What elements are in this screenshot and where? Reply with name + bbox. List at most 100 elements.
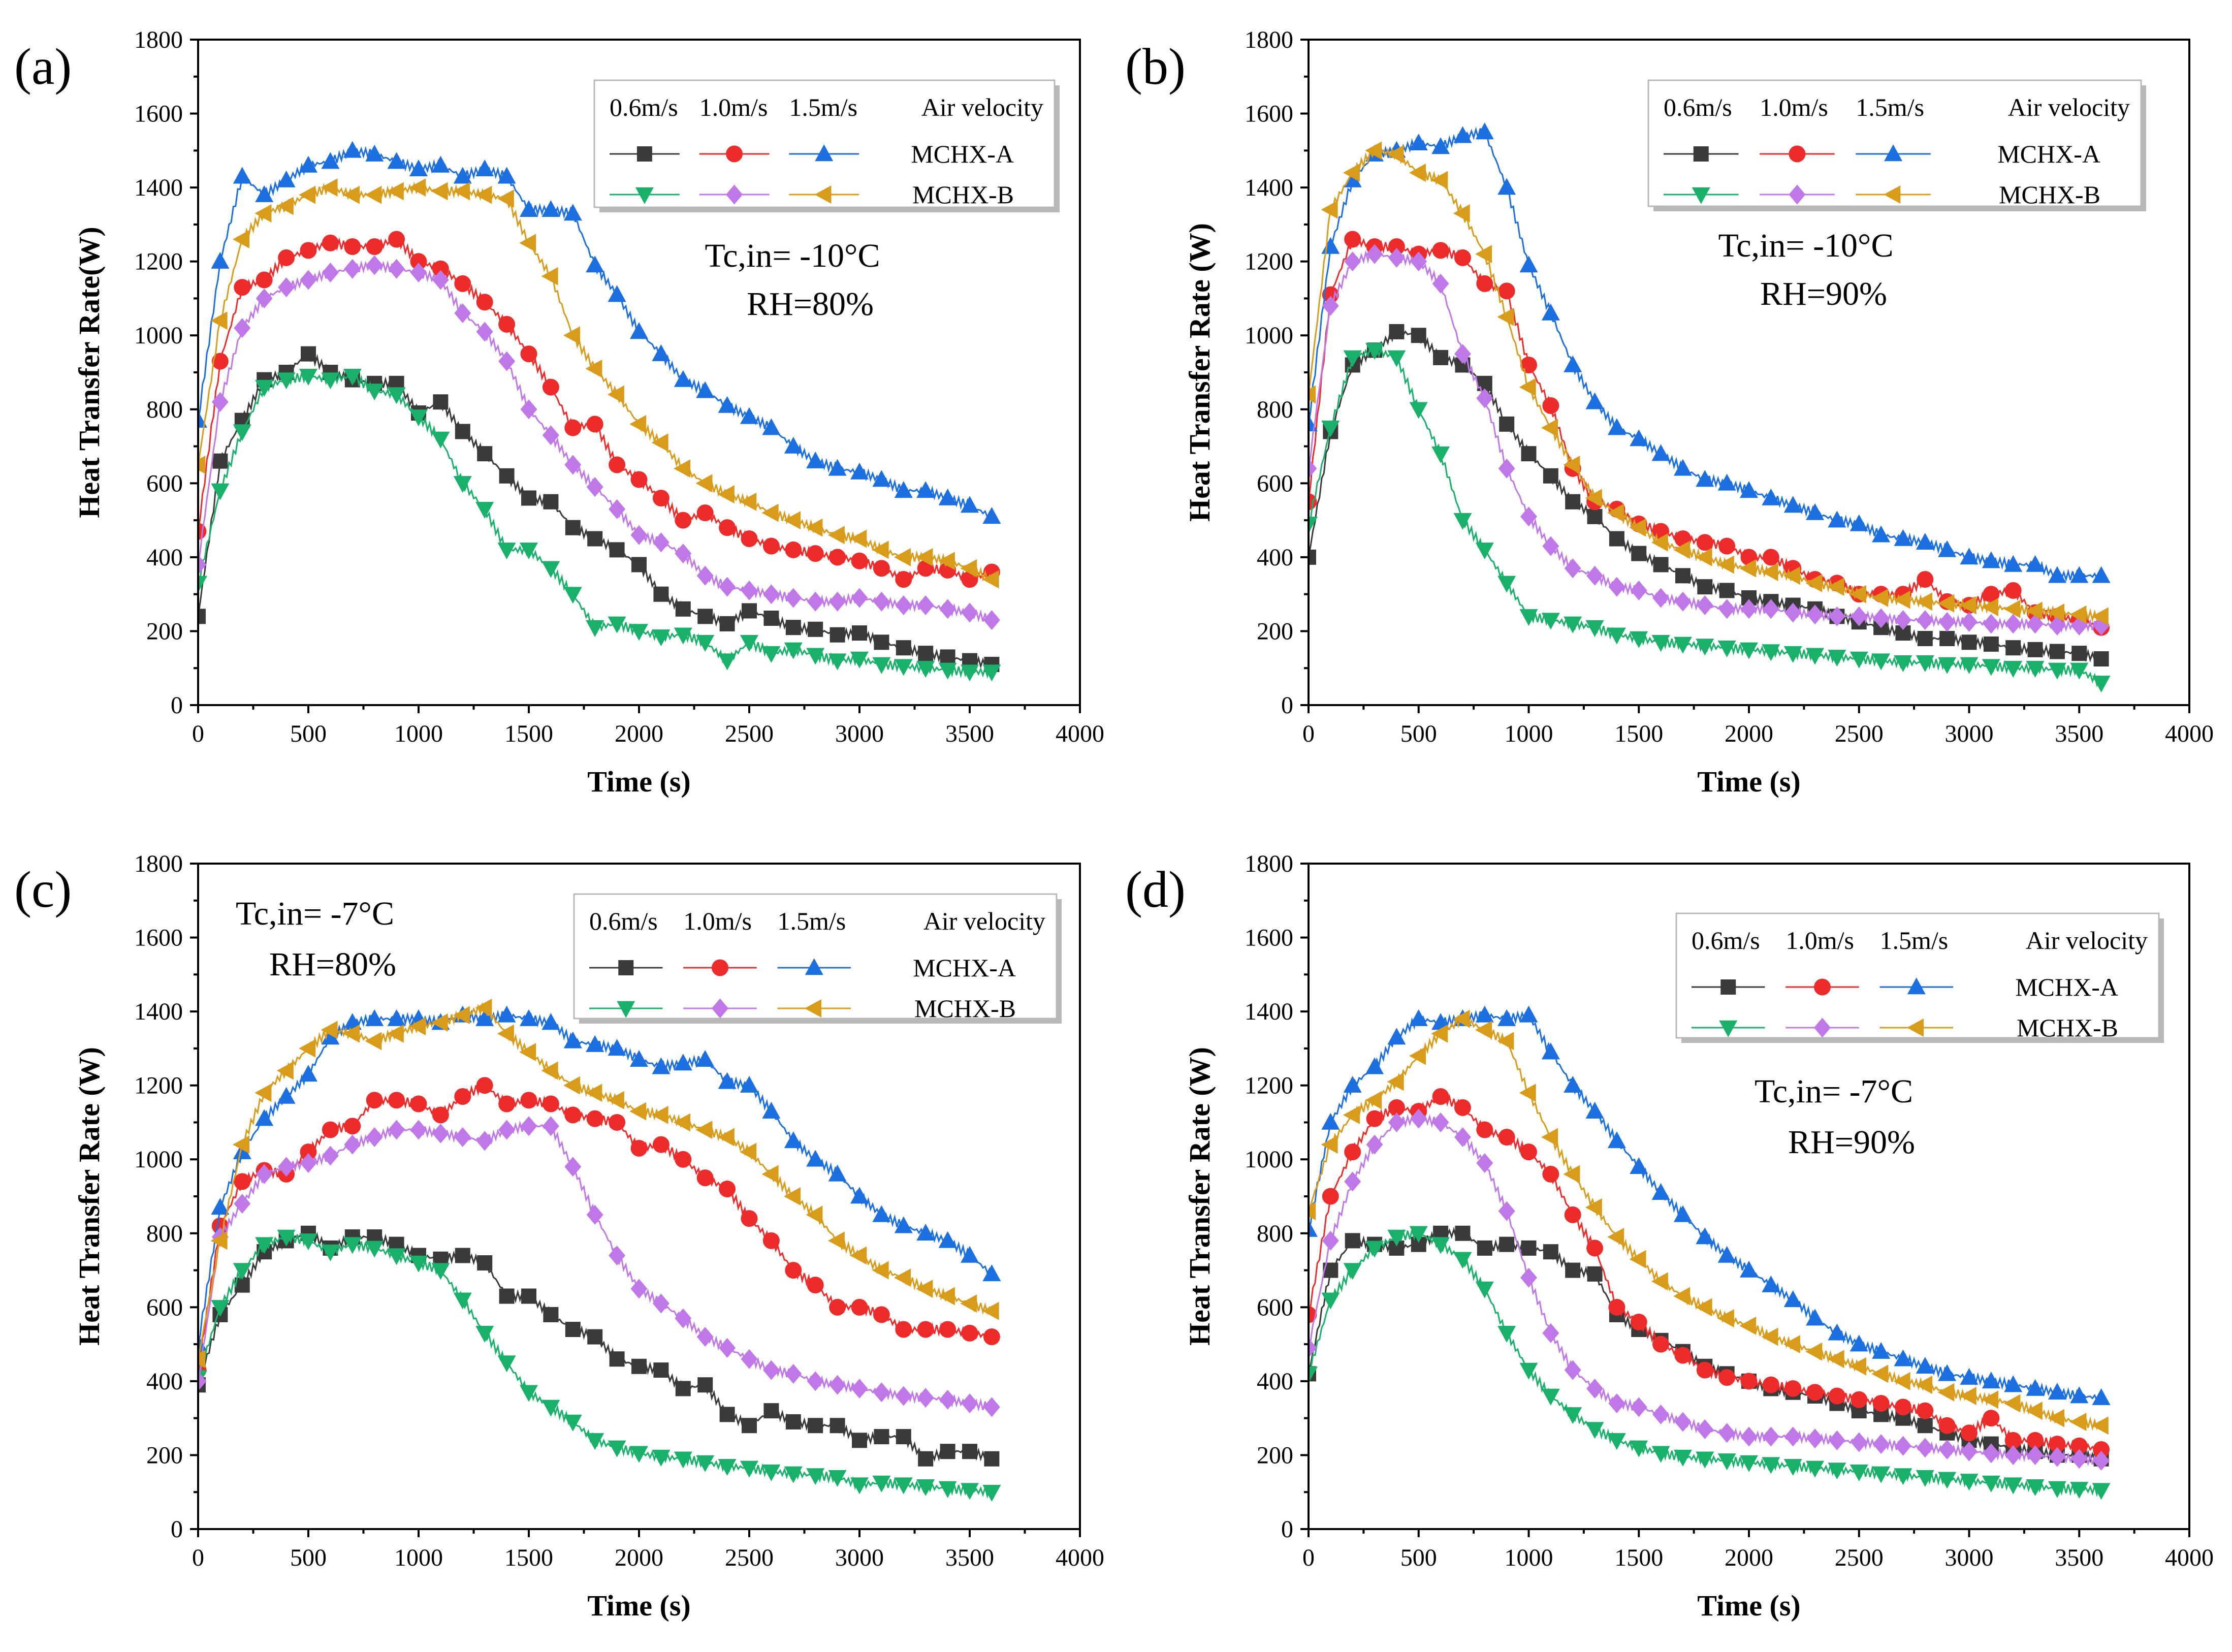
data-point (234, 1194, 251, 1214)
data-point (675, 601, 691, 617)
data-point (630, 322, 648, 339)
data-point (696, 565, 714, 586)
data-point (300, 270, 317, 290)
legend-marker (617, 1001, 635, 1018)
data-point (608, 616, 626, 633)
data-point (1982, 659, 2000, 676)
y-tick-label: 800 (1257, 1220, 1293, 1247)
data-point (806, 1150, 825, 1167)
x-tick-label: 0 (1302, 720, 1315, 747)
series-mchx-b-1-5m-s (1309, 1009, 2109, 1435)
x-axis-title: Time (s) (587, 765, 691, 798)
data-point (741, 530, 758, 547)
data-point (675, 1381, 691, 1396)
data-point (1894, 1349, 1912, 1367)
y-tick-label: 1200 (134, 248, 183, 275)
data-point (609, 1114, 626, 1131)
data-point (1498, 1129, 1515, 1146)
data-point (1696, 595, 1713, 615)
data-point (807, 1277, 824, 1294)
data-point (896, 1429, 911, 1445)
data-point (2049, 1447, 2066, 1467)
y-tick-label: 600 (1257, 470, 1293, 497)
data-point (563, 587, 582, 604)
data-point (541, 561, 560, 578)
legend-header-velocity: 1.5m/s (789, 93, 857, 121)
data-point (806, 518, 823, 537)
data-point (961, 1393, 978, 1414)
data-point (1982, 1390, 1999, 1409)
data-point (344, 259, 361, 279)
data-point (366, 255, 383, 275)
data-point (344, 1118, 361, 1135)
data-point (1959, 596, 1976, 615)
data-point (741, 1349, 758, 1369)
data-point (807, 1371, 824, 1391)
data-point (1674, 1412, 1692, 1432)
legend-box (593, 79, 1056, 208)
data-point (1851, 1391, 1868, 1408)
data-point (543, 1307, 559, 1322)
data-point (1717, 1309, 1734, 1328)
data-point (607, 1091, 624, 1109)
legend-label-mchx-b: MCHX-B (2017, 1013, 2118, 1042)
x-tick-label: 2000 (1725, 1544, 1773, 1571)
data-point (1607, 1433, 1626, 1450)
legend-marker (815, 144, 834, 162)
data-point (1740, 1260, 1758, 1278)
series-line (1309, 344, 2102, 688)
data-point (2092, 1483, 2111, 1500)
annotation-temperature: Tc,in= -7°C (1755, 1073, 1913, 1110)
legend-marker (726, 184, 743, 205)
legend-header-velocity: 0.6m/s (1692, 926, 1760, 955)
data-point (256, 271, 273, 289)
data-point (2093, 651, 2109, 667)
data-point (1541, 1388, 1560, 1406)
data-point (1917, 1418, 1933, 1434)
data-point (198, 576, 207, 593)
data-point (365, 1009, 384, 1026)
data-point (1762, 488, 1780, 505)
data-point (1453, 1009, 1470, 1028)
data-point (587, 531, 603, 547)
data-point (742, 1418, 757, 1434)
data-point (1828, 1430, 1845, 1450)
data-point (1630, 1440, 1648, 1457)
data-point (1519, 256, 1538, 273)
data-point (321, 1244, 340, 1261)
data-point (1673, 1205, 1692, 1222)
data-point (629, 415, 647, 433)
x-tick-label: 2000 (1725, 720, 1773, 747)
data-point (1695, 548, 1712, 566)
data-point (343, 369, 362, 386)
data-point (1717, 473, 1736, 491)
data-point (1740, 1455, 1758, 1472)
data-point (784, 511, 801, 530)
data-point (827, 526, 845, 545)
data-point (1389, 324, 1405, 339)
data-point (321, 372, 340, 390)
data-point (1309, 415, 1318, 432)
y-tick-label: 0 (171, 692, 183, 719)
data-point (674, 627, 692, 645)
data-point (1675, 568, 1691, 584)
data-point (1585, 392, 1604, 409)
data-point (763, 610, 779, 626)
data-point (2027, 1432, 2044, 1449)
data-point (563, 1031, 582, 1049)
data-point (1432, 1112, 1449, 1132)
data-point (233, 1263, 251, 1280)
data-point (1982, 598, 1999, 617)
data-point (1828, 1463, 1846, 1480)
data-point (1937, 594, 1955, 613)
data-point (1717, 555, 1734, 574)
data-point (520, 1116, 537, 1136)
data-point (1850, 1335, 1868, 1352)
data-point (630, 624, 648, 641)
data-point (1697, 579, 1713, 595)
data-point (1542, 397, 1559, 414)
data-point (431, 182, 448, 201)
panel-label: (a) (14, 38, 72, 96)
data-point (1762, 599, 1779, 619)
data-point (255, 1109, 274, 1126)
